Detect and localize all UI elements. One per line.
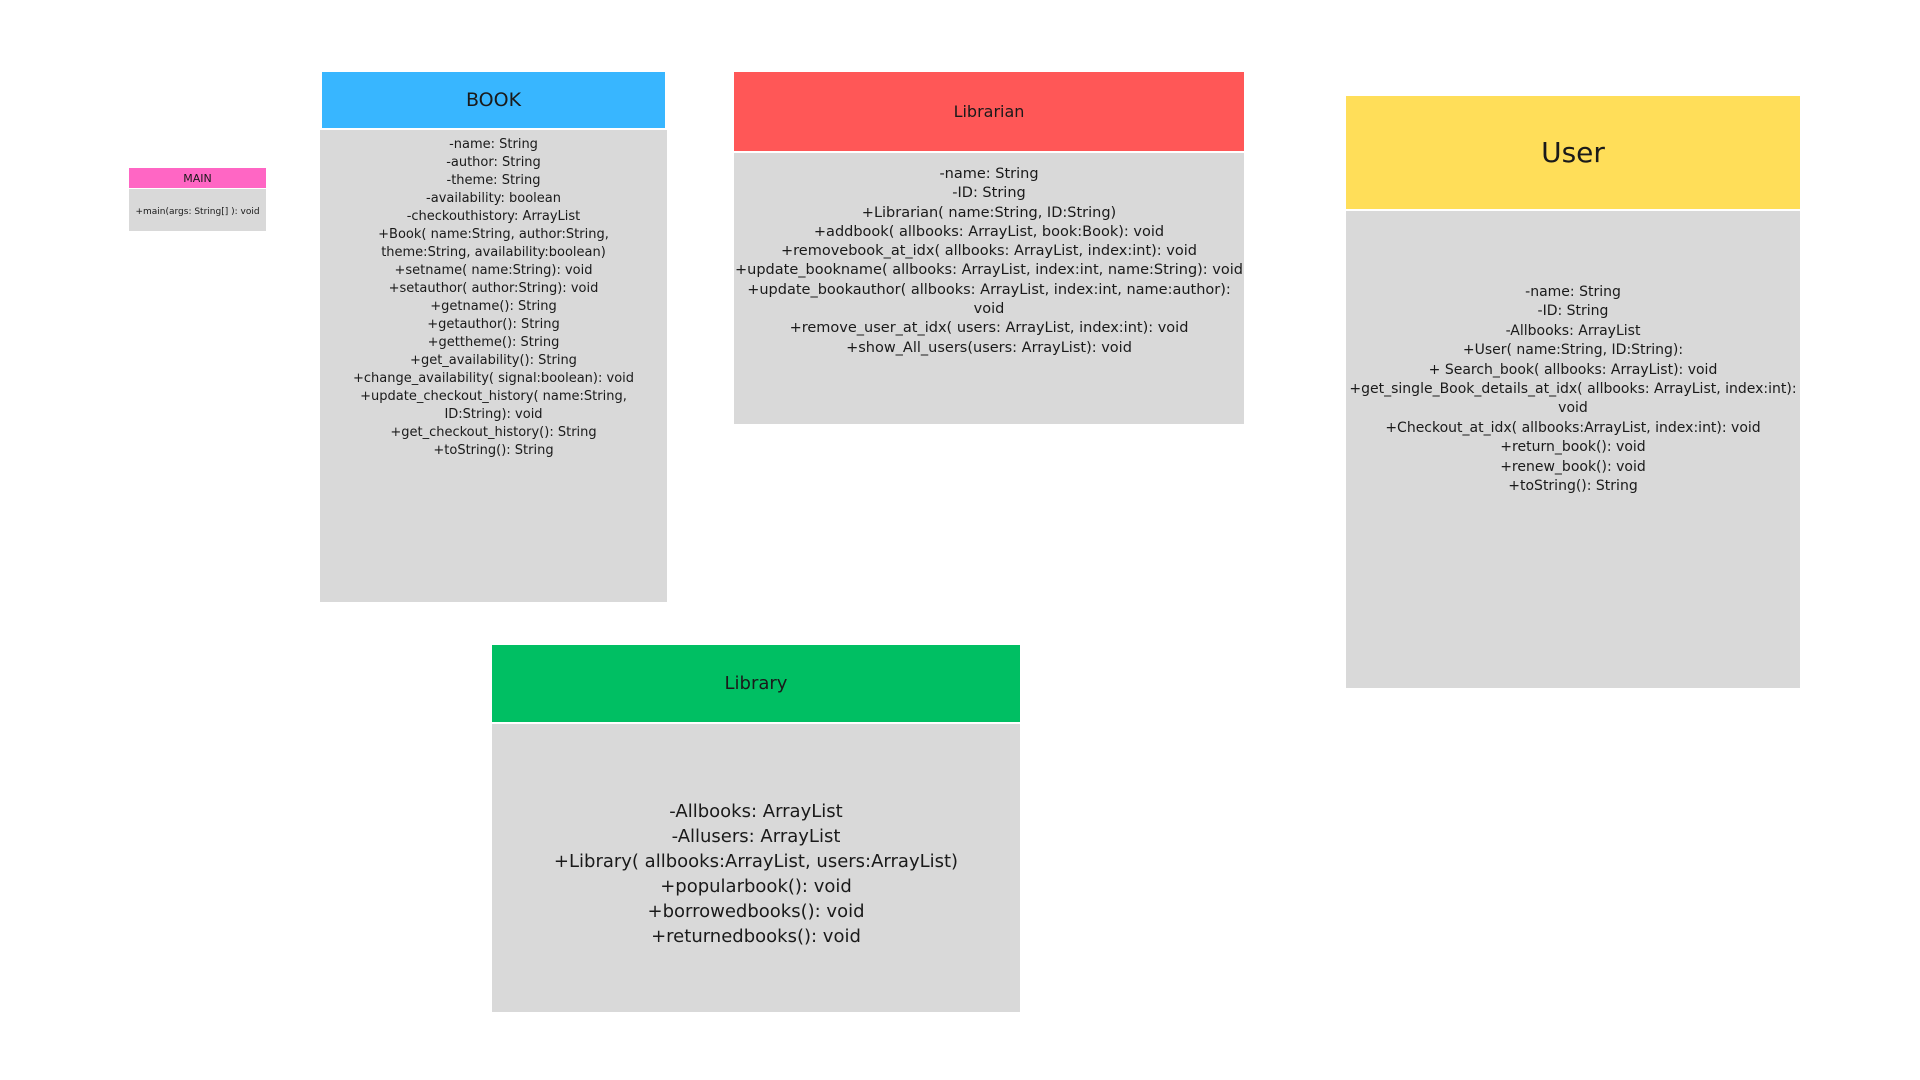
class-member: +toString(): String xyxy=(1508,478,1638,495)
class-member: +setname( name:String): void xyxy=(394,263,593,278)
class-user-members: -name: String -ID: String -Allbooks: Array… xyxy=(1346,211,1800,688)
class-member: -name: String xyxy=(1525,284,1621,300)
class-library[interactable]: Library -Allbooks: ArrayList -Allusers: A… xyxy=(492,645,1020,1012)
class-librarian-members: -name: String -ID: String +Librarian( name… xyxy=(734,153,1244,424)
class-member: +gettheme(): String xyxy=(427,335,560,350)
class-member: +get_single_Book_details_at_idx( allbook… xyxy=(1349,381,1797,417)
class-member: -theme: String xyxy=(446,173,541,188)
class-user[interactable]: User -name: String -ID: String -Allbooks: … xyxy=(1346,96,1800,688)
class-librarian[interactable]: Librarian -name: String -ID: String +Libra… xyxy=(734,72,1244,424)
class-main-header: MAIN xyxy=(129,168,266,189)
class-member: +borrowedbooks(): void xyxy=(647,901,865,922)
class-member: +get_checkout_history(): String xyxy=(390,425,597,440)
class-main-members: +main(args: String[] ): void xyxy=(129,189,266,231)
class-member: +update_bookauthor( allbooks: ArrayList,… xyxy=(747,281,1231,318)
class-member: +User( name:String, ID:String): xyxy=(1462,342,1684,359)
class-member: -author: String xyxy=(446,155,541,170)
class-member: +setauthor( author:String): void xyxy=(388,281,599,296)
class-member: +Checkout_at_idx( allbooks:ArrayList, in… xyxy=(1385,419,1761,436)
class-member: + Search_book( allbooks: ArrayList): voi… xyxy=(1428,361,1718,378)
class-library-members: -Allbooks: ArrayList -Allusers: ArrayList… xyxy=(492,724,1020,1012)
class-user-header: User xyxy=(1346,96,1800,211)
class-member: +popularbook(): void xyxy=(660,876,852,897)
class-member: -checkouthistory: ArrayList xyxy=(406,209,581,224)
class-member: +Book( name:String, author:String, theme… xyxy=(378,227,609,260)
class-book-header: BOOK xyxy=(322,72,665,130)
class-member: +main(args: String[] ): void xyxy=(135,207,260,217)
class-member: -ID: String xyxy=(952,185,1026,202)
class-member: +return_book(): void xyxy=(1500,439,1646,456)
class-member: +toString(): String xyxy=(433,443,554,458)
class-librarian-header: Librarian xyxy=(734,72,1244,153)
class-book-members: -name: String -author: String -theme: Stri… xyxy=(320,130,667,602)
class-member: +getname(): String xyxy=(430,299,557,314)
class-member: -name: String xyxy=(939,166,1039,182)
class-member: +getauthor(): String xyxy=(427,317,560,332)
class-member: -ID: String xyxy=(1537,303,1609,320)
class-member: -Allusers: ArrayList xyxy=(671,826,841,847)
class-member: +addbook( allbooks: ArrayList, book:Book… xyxy=(813,223,1165,240)
class-member: +returnedbooks(): void xyxy=(651,926,861,947)
class-member: +removebook_at_idx( allbooks: ArrayList,… xyxy=(781,243,1197,260)
class-member: +Library( allbooks:ArrayList, users:Arra… xyxy=(553,851,959,872)
class-member: -Allbooks: ArrayList xyxy=(1505,322,1641,339)
class-library-header: Library xyxy=(492,645,1020,724)
class-member: +show_All_users(users: ArrayList): void xyxy=(846,339,1132,356)
class-member: -Allbooks: ArrayList xyxy=(669,801,843,822)
class-main[interactable]: MAIN +main(args: String[] ): void xyxy=(129,168,266,231)
class-member: -name: String xyxy=(449,137,538,152)
class-member: +update_checkout_history( name:String, I… xyxy=(360,389,627,422)
class-member: +remove_user_at_idx( users: ArrayList, i… xyxy=(789,320,1189,337)
class-member: -availability: boolean xyxy=(426,191,561,206)
class-member: +change_availability( signal:boolean): v… xyxy=(352,371,635,386)
class-member: +get_availability(): String xyxy=(410,353,577,368)
class-book[interactable]: BOOK -name: String -author: String -theme:… xyxy=(320,72,667,602)
class-member: +update_bookname( allbooks: ArrayList, i… xyxy=(735,262,1243,279)
class-member: +renew_book(): void xyxy=(1500,458,1646,475)
class-member: +Librarian( name:String, ID:String) xyxy=(861,204,1117,221)
